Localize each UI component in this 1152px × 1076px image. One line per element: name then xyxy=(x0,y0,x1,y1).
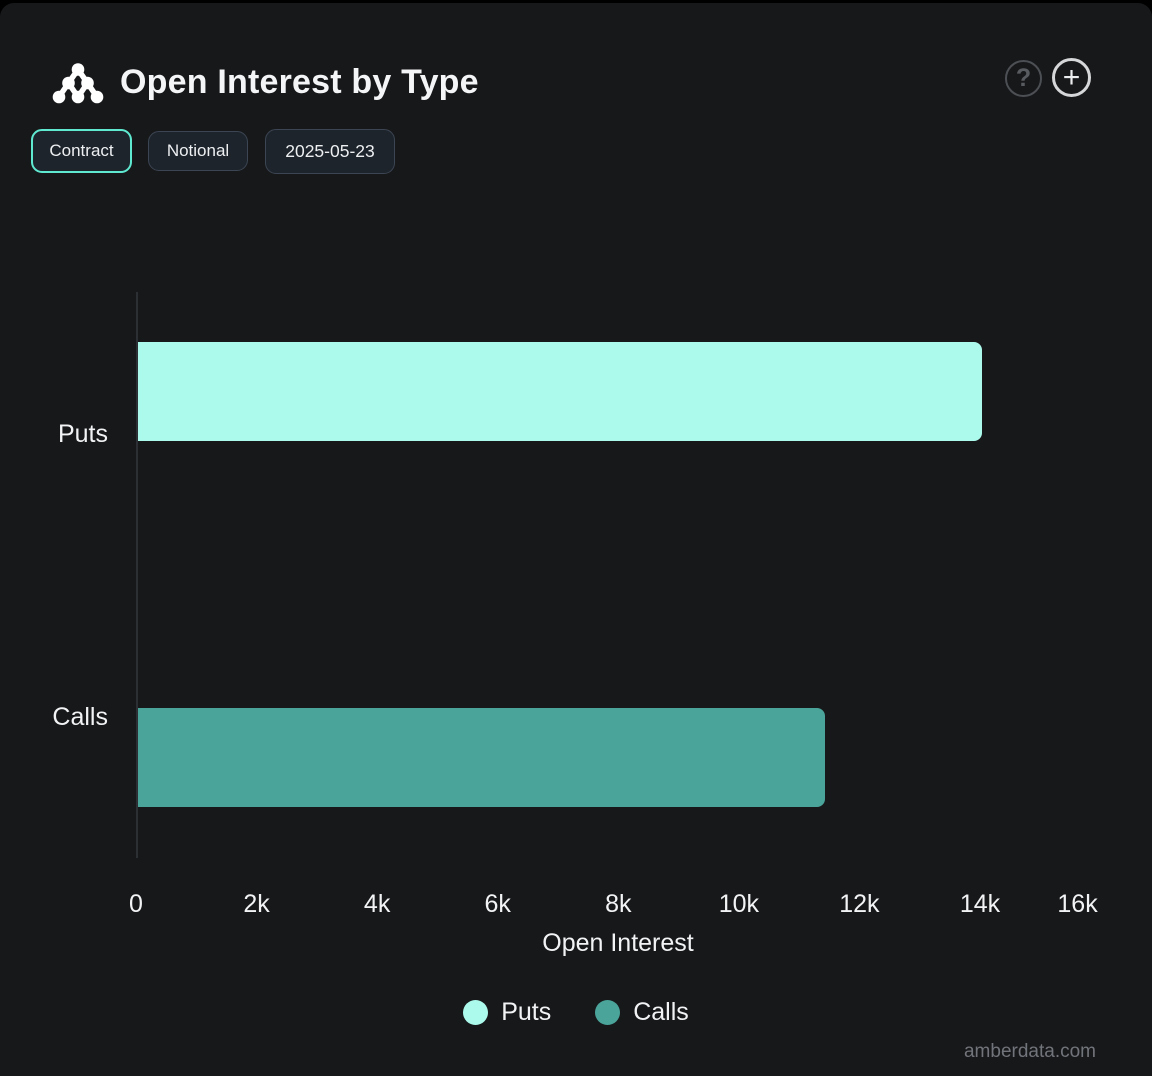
notional-toggle-label: Notional xyxy=(166,141,230,160)
amberdata-logo-icon xyxy=(52,63,104,104)
x-tick-label: 10k xyxy=(718,890,759,918)
add-button[interactable]: + xyxy=(1052,58,1091,97)
y-axis-line xyxy=(136,292,138,858)
plus-icon: + xyxy=(1062,60,1081,94)
contract-toggle-button[interactable]: Contract xyxy=(31,129,132,173)
x-axis-title: Open Interest xyxy=(542,929,694,957)
y-axis-label-calls: Calls xyxy=(52,703,108,731)
page-title: Open Interest by Type xyxy=(120,63,479,101)
question-icon: ? xyxy=(1015,64,1032,92)
x-tick-label: 14k xyxy=(959,890,1001,918)
legend-swatch-calls xyxy=(595,1000,621,1025)
date-filter-button[interactable]: 2025-05-23 xyxy=(265,129,395,174)
watermark: amberdata.com xyxy=(963,1041,1096,1062)
date-filter-label: 2025-05-23 xyxy=(285,141,375,161)
legend-label-calls: Calls xyxy=(633,998,689,1026)
contract-toggle-label: Contract xyxy=(49,141,114,160)
bar-puts[interactable] xyxy=(138,342,982,441)
legend-label-puts: Puts xyxy=(501,998,552,1026)
chart-legend: Puts Calls xyxy=(0,998,1152,1027)
x-tick-label: 16k xyxy=(1057,890,1098,918)
notional-toggle-button[interactable]: Notional xyxy=(148,131,248,171)
help-button[interactable]: ? xyxy=(1005,60,1042,97)
x-tick-label: 0 xyxy=(129,890,143,918)
chart-panel xyxy=(0,3,1152,1076)
x-tick-label: 6k xyxy=(484,890,511,918)
x-tick-label: 12k xyxy=(839,890,880,918)
x-tick-label: 4k xyxy=(363,890,391,918)
legend-item-calls[interactable]: Calls xyxy=(595,998,689,1027)
y-axis-label-puts: Puts xyxy=(57,420,108,448)
legend-item-puts[interactable]: Puts xyxy=(463,998,551,1027)
bar-calls[interactable] xyxy=(138,708,825,807)
x-tick-label: 8k xyxy=(605,890,632,918)
legend-swatch-puts xyxy=(463,1000,489,1025)
x-tick-label: 2k xyxy=(243,890,270,918)
